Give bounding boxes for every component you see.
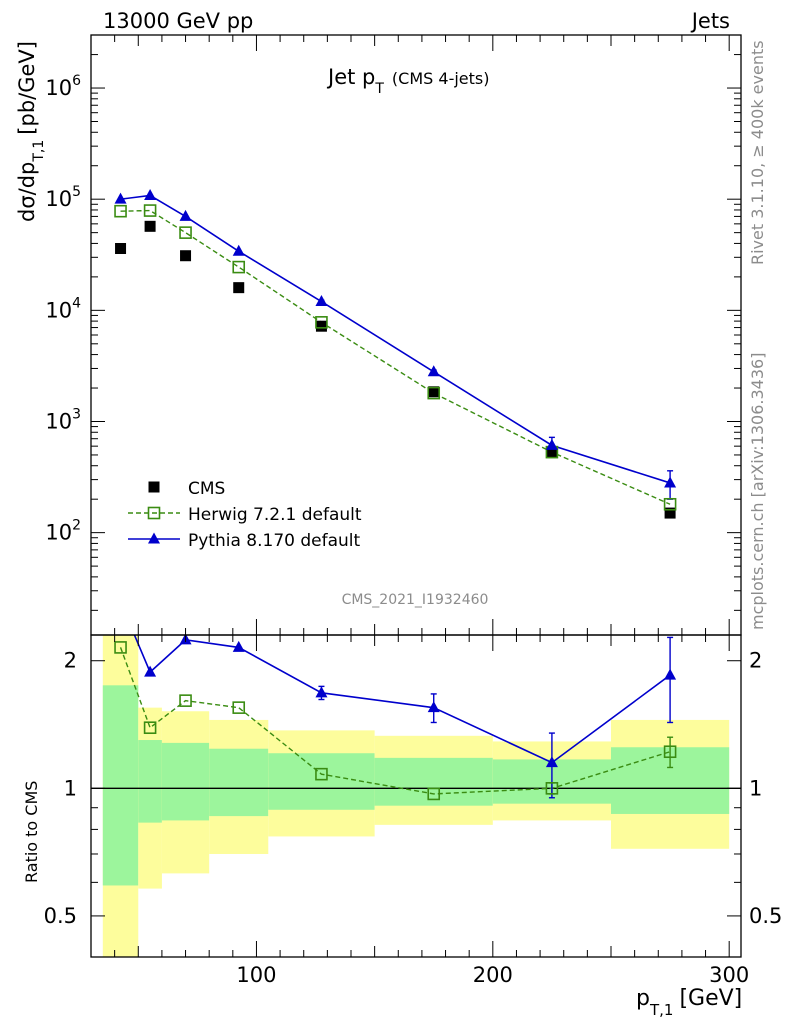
ratio-point-herwig-2 xyxy=(179,694,192,707)
category-label: Jets xyxy=(690,9,730,33)
legend: CMS Herwig 7.2.1 default Pythia 8.170 defa… xyxy=(128,479,362,551)
band-inner-1 xyxy=(138,740,162,823)
y-tick-label-4: 106 xyxy=(45,73,81,100)
point-data-7 xyxy=(664,507,676,519)
y-tick-label-0: 102 xyxy=(45,518,81,545)
point-herwig-7 xyxy=(663,497,677,511)
ratio-point-pythia-3 xyxy=(232,640,245,652)
legend-label-2: Pythia 8.170 default xyxy=(188,531,361,551)
x-tick-label-0: 100 xyxy=(236,963,276,987)
point-pythia-2 xyxy=(179,209,192,221)
ratio-point-herwig-6 xyxy=(545,782,559,795)
ratio-y-tick-label-right-1: 1 xyxy=(749,776,762,800)
point-pythia-4 xyxy=(315,295,328,307)
ratio-point-pythia-1 xyxy=(144,665,157,677)
point-data-1 xyxy=(144,220,156,232)
point-data-5 xyxy=(428,386,440,398)
ratio-y-tick-label-1: 1 xyxy=(64,776,77,800)
band-inner-0 xyxy=(102,685,139,886)
line-pythia xyxy=(120,194,671,484)
ratio-uncertainty-bands xyxy=(91,635,741,957)
band-inner-2 xyxy=(161,742,210,821)
legend-marker-data xyxy=(148,481,160,493)
ratio-point-pythia-5 xyxy=(427,701,440,713)
point-pythia-1 xyxy=(144,188,157,200)
ratio-point-herwig-0 xyxy=(114,641,127,654)
ratio-y-tick-label-2: 2 xyxy=(64,649,77,673)
point-herwig-5 xyxy=(427,386,441,400)
ratio-point-herwig-1 xyxy=(143,721,157,735)
ratio-point-herwig-7 xyxy=(663,745,677,759)
ratio-y-axis-label: Ratio to CMS xyxy=(22,781,41,883)
ratio-y-tick-label-0: 0.5 xyxy=(44,904,77,928)
band-inner-4 xyxy=(268,753,375,810)
rivet-annotation: Rivet 3.1.10, ≥ 400k events xyxy=(748,40,767,265)
y-axis-label: dσ/dpT,1[pb/GeV] xyxy=(15,41,47,222)
band-inner-5 xyxy=(374,757,493,806)
point-herwig-1 xyxy=(143,204,157,217)
axes-frames xyxy=(90,34,742,958)
analysis-id: CMS_2021_I1932460 xyxy=(342,592,489,608)
point-pythia-0 xyxy=(114,192,127,204)
ratio-point-pythia-6 xyxy=(545,756,558,768)
point-herwig-0 xyxy=(114,204,127,218)
point-data-3 xyxy=(233,282,245,294)
point-pythia-3 xyxy=(232,244,245,256)
point-herwig-4 xyxy=(315,316,328,329)
ratio-point-pythia-4 xyxy=(315,686,328,698)
ratio-point-herwig-3 xyxy=(232,701,246,714)
point-pythia-6 xyxy=(545,438,558,450)
point-data-4 xyxy=(315,320,327,332)
legend-label-1: Herwig 7.2.1 default xyxy=(188,505,362,525)
ratio-line-pythia xyxy=(133,634,671,764)
point-data-0 xyxy=(115,243,127,255)
ratio-y-tick-label-right-2: 2 xyxy=(749,649,762,673)
mcplots-annotation: mcplots.cern.ch [arXiv:1306.3436] xyxy=(748,353,767,630)
top-series-lines xyxy=(120,194,674,505)
legend-label-0: CMS xyxy=(188,479,225,499)
point-data-6 xyxy=(546,446,558,458)
y-tick-label-1: 103 xyxy=(45,406,81,433)
x-axis-label: pT,1 [GeV] xyxy=(636,986,742,1019)
point-pythia-5 xyxy=(427,365,440,377)
tick-labels: 102 103 104 105 106 0.5 0.5 1 1 2 2 100 200 300 xyxy=(44,73,783,987)
y-tick-label-2: 104 xyxy=(45,295,81,322)
legend-marker-herwig xyxy=(147,506,161,520)
ratio-point-herwig-5 xyxy=(427,787,441,801)
point-herwig-3 xyxy=(232,260,246,274)
point-data-2 xyxy=(180,250,192,262)
x-tick-label-1: 200 xyxy=(473,963,513,987)
ratio-y-tick-label-right-0: 0.5 xyxy=(749,904,782,928)
ratio-point-herwig-4 xyxy=(315,767,328,781)
x-tick-label-2: 300 xyxy=(709,963,749,987)
top-series-markers xyxy=(114,188,677,519)
beam-label: 13000 GeV pp xyxy=(103,9,253,33)
chart-title: Jet pT(CMS 4-jets) xyxy=(326,65,489,97)
point-pythia-7 xyxy=(664,476,677,488)
line-herwig xyxy=(120,209,671,505)
point-herwig-2 xyxy=(179,226,192,239)
ratio-point-pythia-7 xyxy=(664,668,677,680)
y-tick-label-3: 105 xyxy=(45,184,81,211)
ratio-frame xyxy=(90,634,742,958)
legend-marker-pythia xyxy=(148,532,160,544)
band-inner-3 xyxy=(209,748,269,817)
